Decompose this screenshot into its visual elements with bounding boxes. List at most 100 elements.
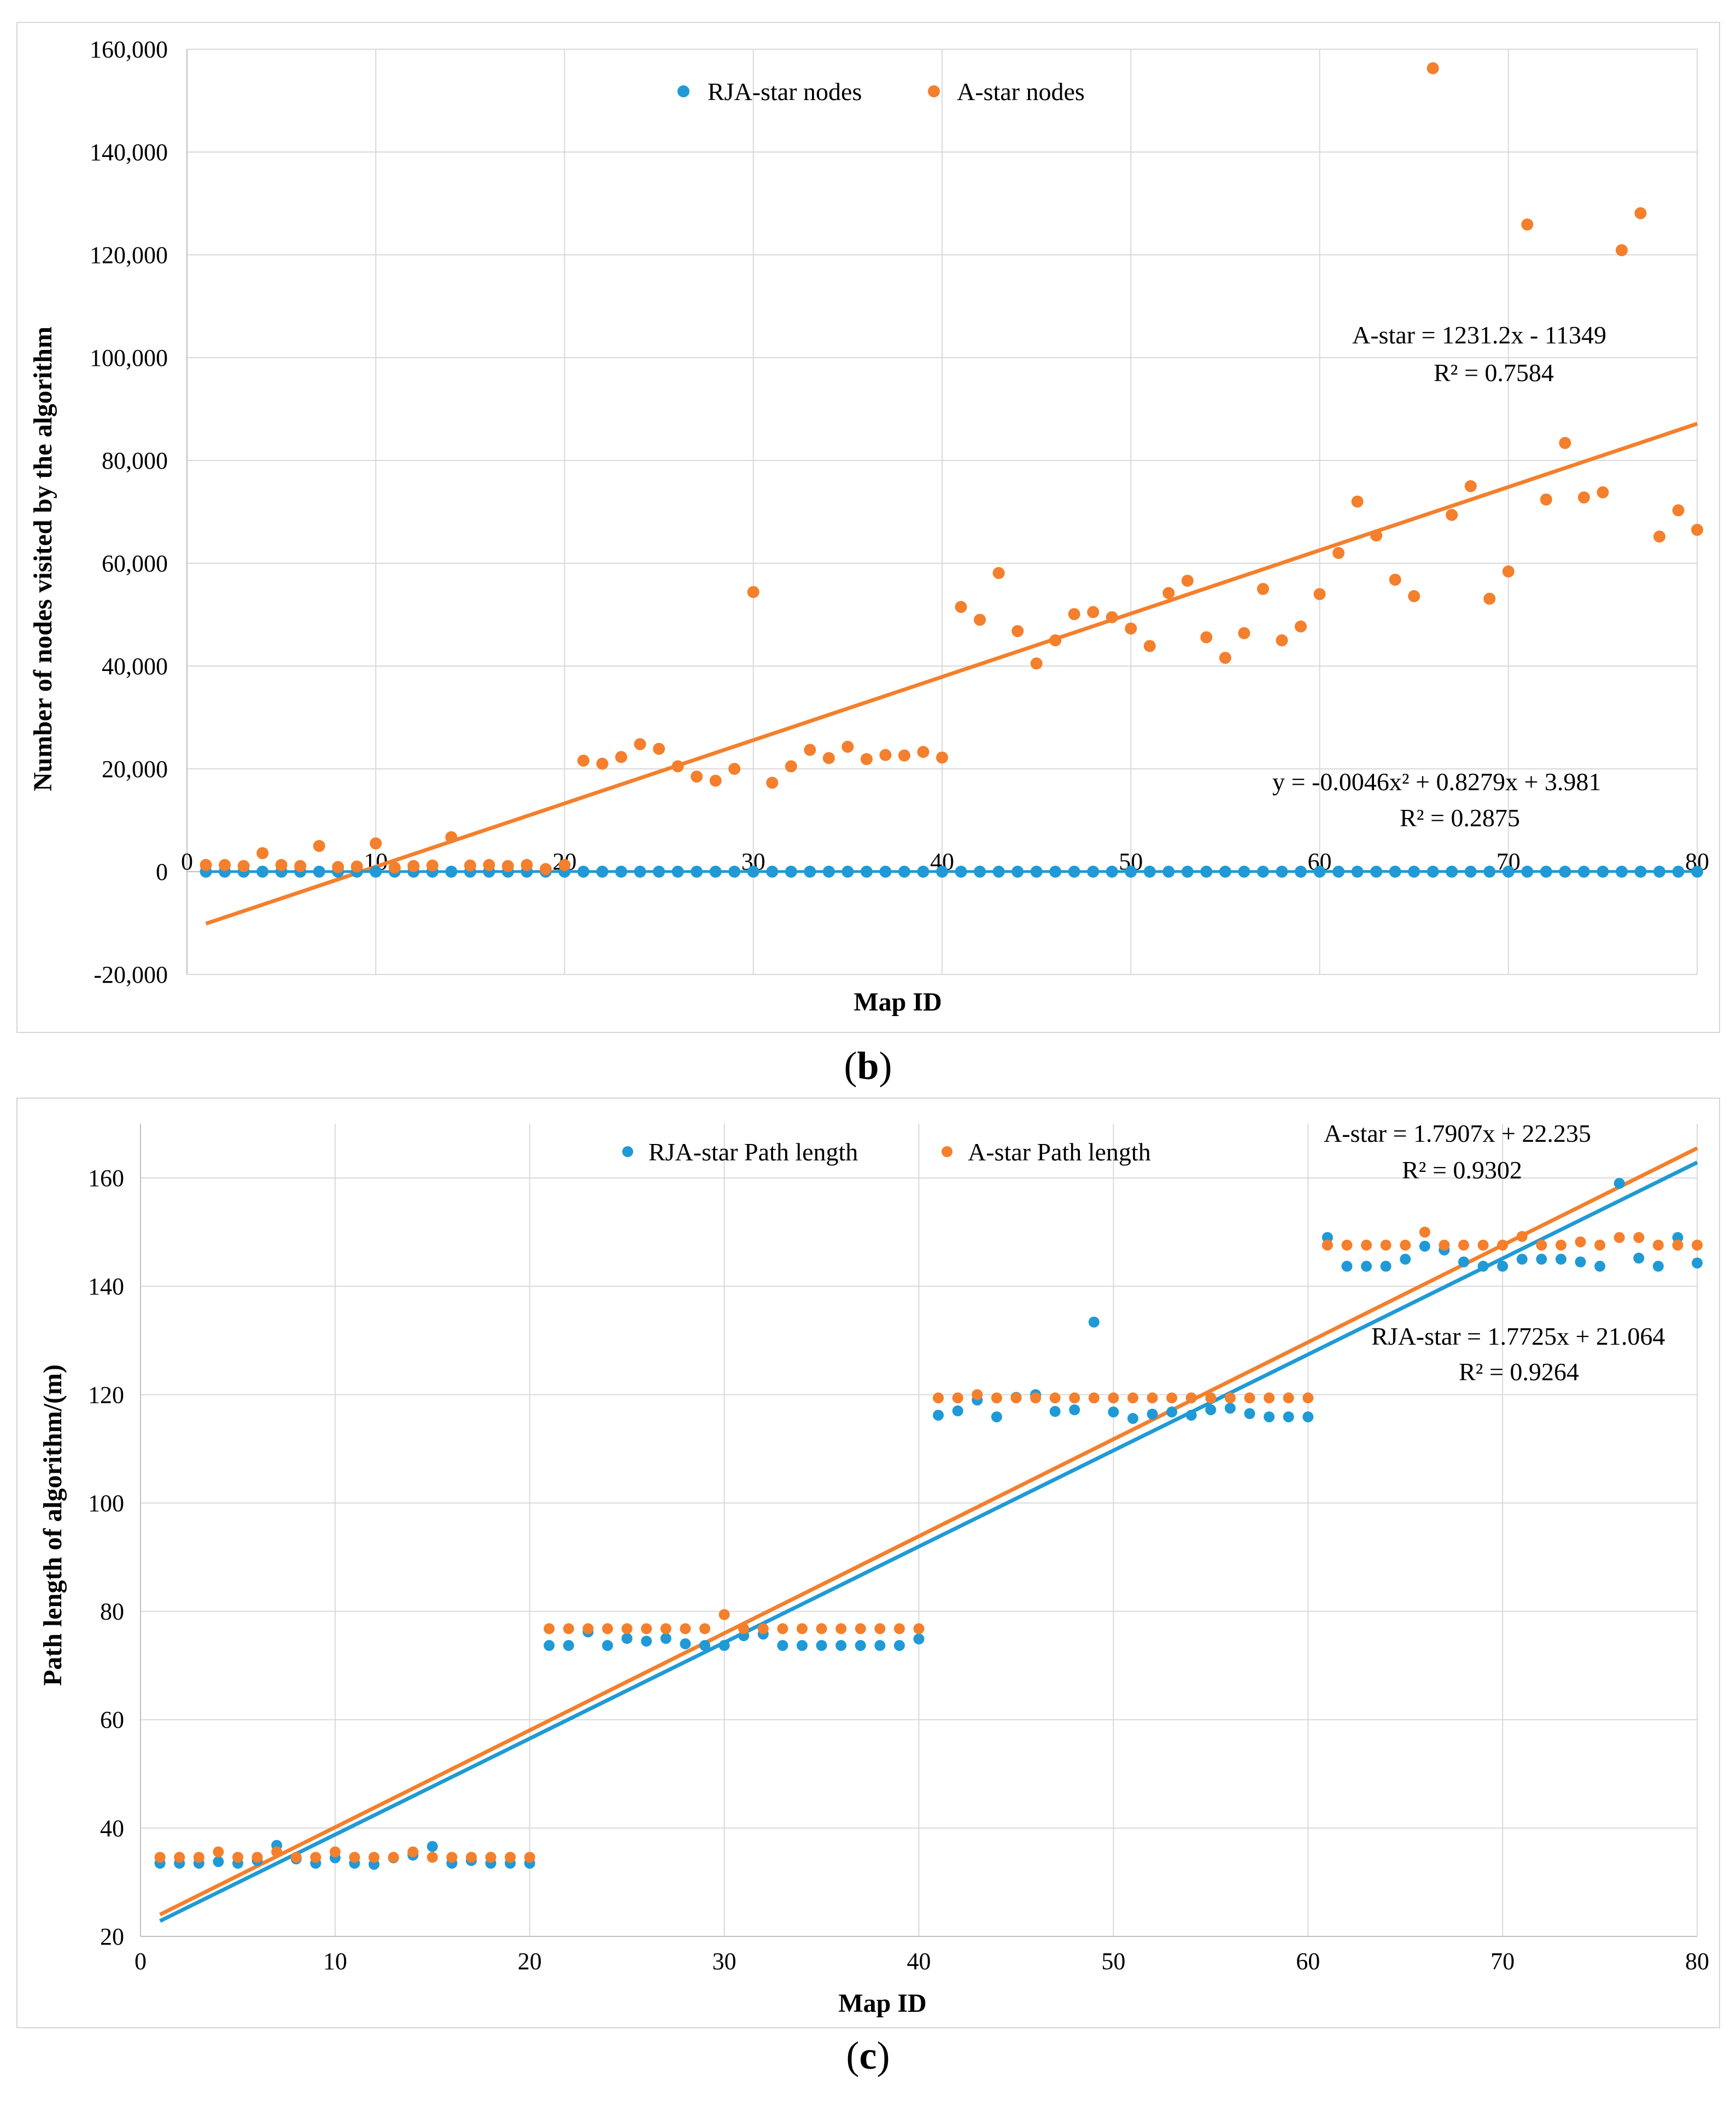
rja-point bbox=[1577, 866, 1590, 878]
astar-point bbox=[1256, 583, 1269, 595]
rja-point bbox=[1264, 1411, 1275, 1422]
rja-point bbox=[602, 1640, 613, 1651]
y-tick-label: 80,000 bbox=[102, 447, 168, 474]
rja-point bbox=[728, 866, 741, 878]
astar-point bbox=[816, 1623, 827, 1635]
astar-point bbox=[1125, 622, 1137, 635]
rja-trend-equation: y = -0.0046x² + 0.8279x + 3.981 bbox=[1272, 768, 1601, 796]
y-tick-label: 40 bbox=[100, 1815, 124, 1842]
astar-point bbox=[955, 600, 967, 613]
trendlines bbox=[159, 1146, 1698, 1923]
astar-point bbox=[446, 1852, 458, 1863]
astar-trend-r2: R² = 0.9302 bbox=[1402, 1156, 1522, 1184]
rja-point bbox=[1389, 866, 1401, 878]
rja-point bbox=[1597, 866, 1609, 878]
rja-point bbox=[1238, 866, 1250, 878]
astar-point bbox=[1615, 244, 1628, 256]
astar-point bbox=[728, 763, 741, 775]
astar-point bbox=[602, 1623, 613, 1635]
caption-c-letter: c bbox=[859, 2034, 877, 2077]
caption-b: (b) bbox=[844, 1044, 892, 1088]
rja-point bbox=[680, 1638, 691, 1650]
astar-point bbox=[680, 1623, 691, 1635]
astar-point bbox=[1555, 1239, 1567, 1251]
rja-point bbox=[1283, 1411, 1294, 1422]
astar-point bbox=[1030, 1392, 1042, 1404]
astar-point bbox=[913, 1623, 925, 1635]
rja-trend-r2: R² = 0.2875 bbox=[1400, 804, 1520, 832]
astar-point bbox=[1049, 1392, 1061, 1404]
y-tick-label: 20,000 bbox=[102, 756, 168, 783]
astar-point bbox=[1010, 1392, 1022, 1404]
y-tick-label: 100,000 bbox=[90, 345, 168, 371]
astar-trend-r2: R² = 0.7584 bbox=[1434, 359, 1554, 387]
chart-panel-b: 01020304050607080-20,000020,00040,00060,… bbox=[16, 22, 1720, 1033]
rja-point bbox=[992, 866, 1005, 878]
rja-point bbox=[955, 866, 967, 878]
astar-point bbox=[660, 1623, 671, 1635]
astar-point bbox=[193, 1852, 204, 1863]
y-tick-label: 120,000 bbox=[90, 242, 168, 269]
rja-point bbox=[256, 866, 269, 878]
astar-point bbox=[1166, 1392, 1178, 1404]
astar-point bbox=[313, 840, 325, 852]
rja-point bbox=[835, 1640, 847, 1651]
rja-point bbox=[313, 866, 325, 878]
rja-point bbox=[1106, 866, 1118, 878]
astar-point bbox=[426, 1852, 438, 1863]
rja-point bbox=[563, 1640, 574, 1651]
rja-point bbox=[1181, 866, 1194, 878]
y-tick-label: 100 bbox=[88, 1490, 124, 1516]
astar-point bbox=[1389, 574, 1401, 586]
rja-point bbox=[1276, 866, 1288, 878]
astar-point bbox=[1087, 606, 1100, 618]
astar-point bbox=[738, 1623, 750, 1635]
gridlines bbox=[186, 49, 1698, 975]
rja-point bbox=[1652, 1260, 1664, 1272]
astar-point bbox=[1068, 608, 1080, 621]
rja-point bbox=[1219, 866, 1231, 878]
astar-point bbox=[936, 751, 948, 764]
caption-c: (c) bbox=[846, 2034, 890, 2077]
astar-point bbox=[718, 1609, 730, 1620]
astar-point bbox=[407, 860, 420, 872]
rja-point bbox=[1594, 1260, 1606, 1272]
astar-point bbox=[1692, 1239, 1703, 1251]
astar-point bbox=[1147, 1392, 1158, 1404]
astar-point bbox=[388, 1852, 399, 1863]
rja-point bbox=[577, 866, 590, 878]
rja-point bbox=[1483, 866, 1496, 878]
rja-point bbox=[1575, 1256, 1586, 1268]
legend-marker-astar bbox=[942, 1146, 952, 1157]
rja-point bbox=[1108, 1406, 1119, 1418]
astar-point bbox=[407, 1846, 419, 1858]
astar-point bbox=[1351, 495, 1364, 508]
astar-point bbox=[174, 1852, 185, 1863]
astar-point bbox=[1597, 486, 1609, 499]
rja-point bbox=[621, 1633, 633, 1644]
astar-point bbox=[1332, 547, 1345, 559]
astar-point bbox=[200, 859, 212, 871]
data-points bbox=[200, 62, 1703, 878]
astar-point bbox=[1244, 1392, 1255, 1404]
astar-point bbox=[1427, 62, 1439, 74]
astar-point bbox=[539, 863, 552, 876]
legend-label-astar: A-star nodes bbox=[957, 78, 1085, 106]
y-tick-label: 20 bbox=[100, 1923, 124, 1950]
rja-point bbox=[974, 866, 986, 878]
astar-point bbox=[219, 859, 231, 871]
rja-point bbox=[893, 1640, 905, 1651]
y-axis-title: Number of nodes visited by the algorithm bbox=[28, 326, 57, 791]
astar-point bbox=[332, 861, 344, 873]
legend-marker-rja bbox=[622, 1146, 633, 1157]
rja-point bbox=[1502, 866, 1515, 878]
y-tick-label: 0 bbox=[156, 859, 168, 885]
rja-point bbox=[1162, 866, 1175, 878]
rja-point bbox=[615, 866, 628, 878]
rja-point bbox=[1380, 1260, 1392, 1272]
rja-point bbox=[1361, 1260, 1372, 1272]
astar-point bbox=[1652, 1239, 1664, 1251]
rja-point bbox=[991, 1411, 1002, 1422]
rja-point bbox=[1672, 1232, 1684, 1244]
rja-point bbox=[898, 866, 910, 878]
